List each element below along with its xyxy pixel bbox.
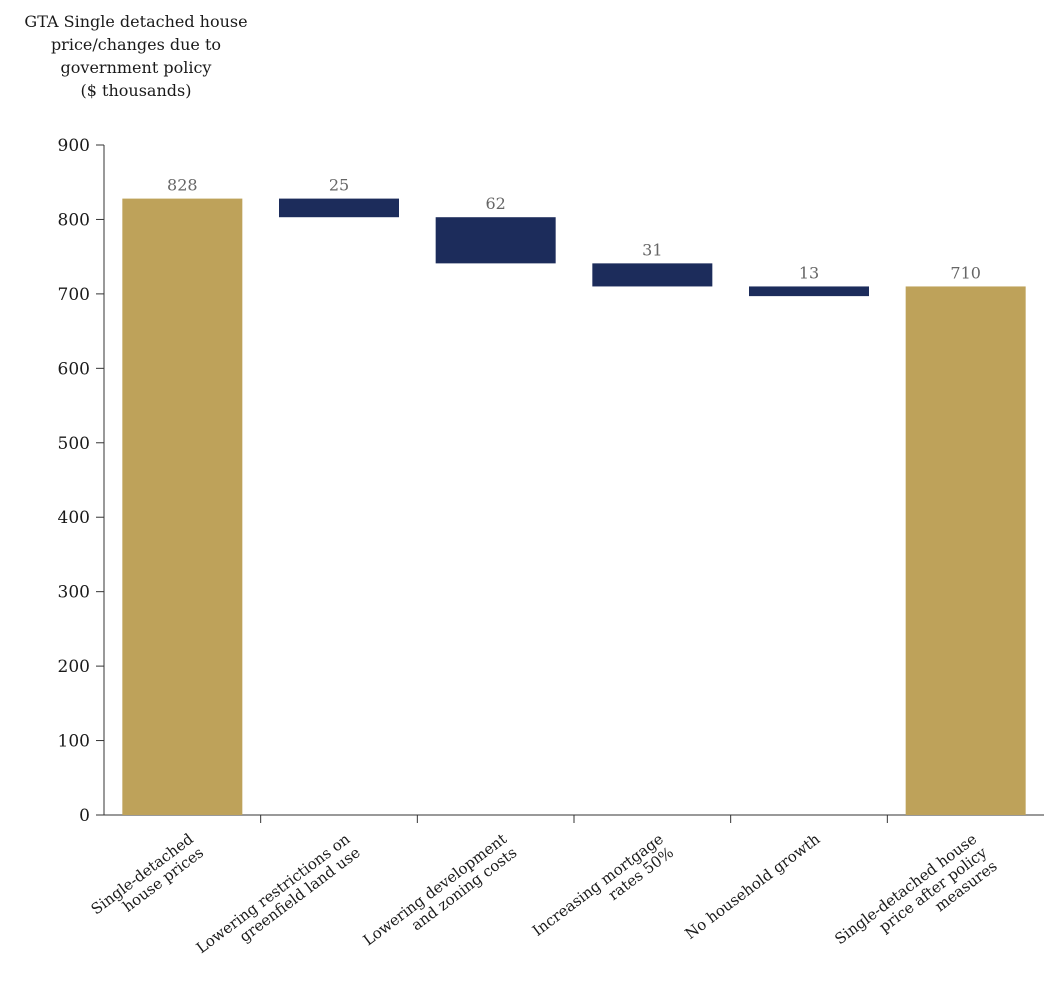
x-category-label-line: Lowering restrictions on xyxy=(193,830,354,957)
y-tick-label: 500 xyxy=(58,434,90,454)
y-axis-title-line: government policy xyxy=(60,58,212,77)
data-label: 62 xyxy=(485,194,505,213)
change-bar xyxy=(592,263,713,287)
data-label: 13 xyxy=(799,263,819,282)
total-bar xyxy=(905,286,1026,815)
change-bar xyxy=(749,286,869,297)
y-tick-label: 300 xyxy=(58,583,90,603)
data-label: 828 xyxy=(167,176,198,195)
y-axis-title-line: GTA Single detached house xyxy=(24,12,248,31)
x-category-label-line: No household growth xyxy=(682,830,824,943)
data-label: 710 xyxy=(950,263,981,282)
y-tick-label: 900 xyxy=(58,136,90,156)
data-label: 31 xyxy=(642,240,662,259)
change-bar xyxy=(435,217,556,264)
total-bar xyxy=(122,198,243,816)
y-tick-label: 600 xyxy=(58,359,90,379)
y-tick-label: 0 xyxy=(79,806,90,826)
x-category-label-line: Lowering development xyxy=(360,830,510,950)
y-tick-label: 700 xyxy=(58,285,90,305)
y-tick-label: 800 xyxy=(58,210,90,230)
y-axis-title-line: ($ thousands) xyxy=(80,81,192,100)
y-tick-label: 200 xyxy=(58,657,90,677)
data-label: 25 xyxy=(329,176,349,195)
x-category-label-line: Increasing mortgage xyxy=(529,830,667,940)
y-tick-label: 400 xyxy=(58,508,90,528)
x-category-label: No household growth xyxy=(682,830,824,943)
y-axis-title-line: price/changes due to xyxy=(50,35,222,54)
y-axis-title: GTA Single detached house price/changes … xyxy=(0,10,272,102)
change-bar xyxy=(279,198,399,218)
y-tick-label: 100 xyxy=(58,732,90,752)
